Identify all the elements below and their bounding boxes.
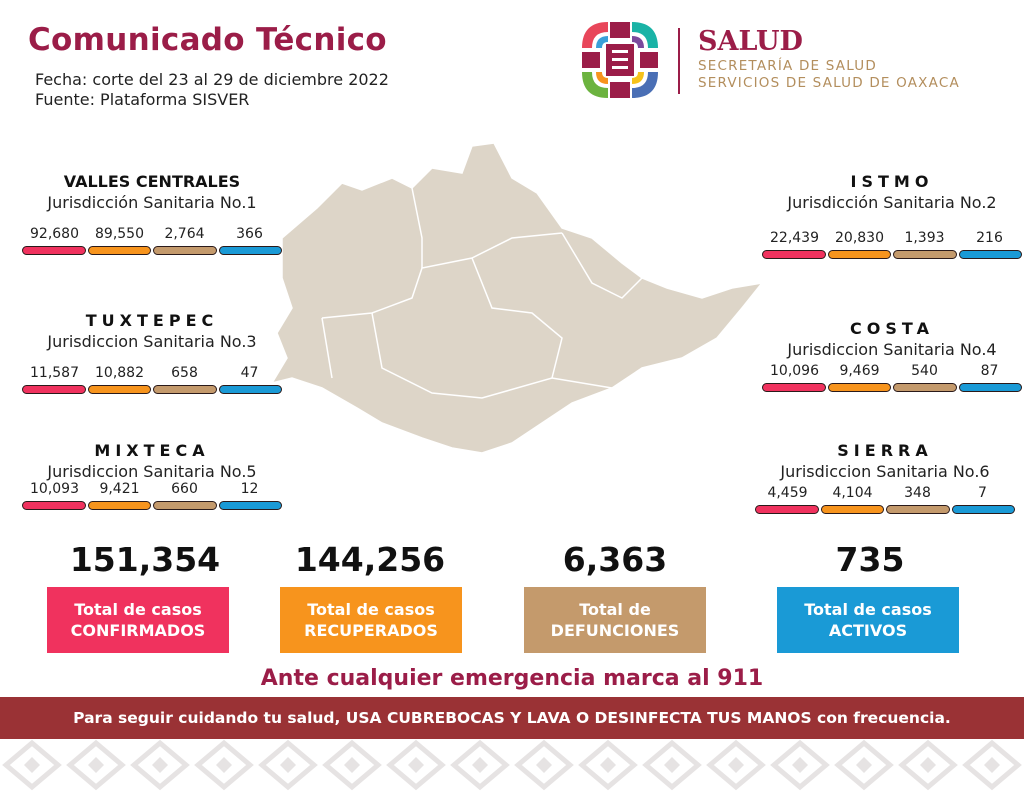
value-confirmados: 11,587: [30, 365, 79, 381]
health-message-banner: Para seguir cuidando tu salud, USA CUBRE…: [0, 697, 1024, 739]
total-label-line2: DEFUNCIONES: [550, 621, 680, 640]
region-costa: COSTA Jurisdiccion Sanitaria No.4 10,096…: [762, 319, 1022, 392]
region-name: SIERRA: [837, 441, 933, 460]
emergency-message: Ante cualquier emergencia marca al 911: [260, 666, 764, 691]
bar-recuperados: [827, 250, 891, 259]
bar-defunciones: [886, 505, 950, 514]
total-label-line1: Total de casos: [804, 600, 932, 619]
region-jurisdiccion: Jurisdiccion Sanitaria No.6: [780, 462, 990, 481]
region-valles-centrales: VALLES CENTRALES Jurisdicción Sanitaria …: [22, 172, 282, 255]
salud-oaxaca-logo-icon: [582, 22, 658, 98]
value-recuperados: 20,830: [835, 230, 884, 246]
value-defunciones: 658: [171, 365, 198, 381]
value-confirmados: 92,680: [30, 226, 79, 242]
bar-activos: [218, 501, 282, 510]
value-defunciones: 2,764: [164, 226, 205, 242]
value-recuperados: 9,469: [839, 363, 880, 379]
total-label-line2: RECUPERADOS: [304, 621, 438, 640]
value-activos: 366: [236, 226, 263, 242]
value-recuperados: 89,550: [95, 226, 144, 242]
value-defunciones: 348: [904, 485, 931, 501]
value-activos: 87: [980, 363, 999, 379]
total-recuperados-box: Total de casos RECUPERADOS: [280, 587, 462, 653]
bar-recuperados: [87, 246, 151, 255]
source: Fuente: Plataforma SISVER: [35, 90, 250, 109]
total-recuperados-value: 144,256: [294, 540, 446, 579]
value-defunciones: 540: [911, 363, 938, 379]
logo-divider: [678, 28, 680, 94]
total-defunciones-box: Total de DEFUNCIONES: [524, 587, 706, 653]
bar-confirmados: [762, 250, 826, 259]
total-defunciones-value: 6,363: [562, 540, 668, 579]
date-range: Fecha: corte del 23 al 29 de diciembre 2…: [35, 70, 389, 89]
value-activos: 47: [240, 365, 259, 381]
total-label-line1: Total de casos: [307, 600, 435, 619]
total-confirmados-value: 151,354: [69, 540, 221, 579]
value-recuperados: 9,421: [99, 481, 140, 497]
bar-defunciones: [153, 501, 217, 510]
bar-defunciones: [893, 250, 957, 259]
value-recuperados: 4,104: [832, 485, 873, 501]
map-region-borders: [321, 187, 643, 399]
total-label-line1: Total de: [579, 600, 651, 619]
value-confirmados: 22,439: [770, 230, 819, 246]
total-label-line1: Total de casos: [74, 600, 202, 619]
bar-confirmados: [22, 385, 86, 394]
bar-defunciones: [153, 385, 217, 394]
decorative-pattern: [0, 739, 1024, 791]
bar-activos: [951, 505, 1015, 514]
value-confirmados: 10,093: [30, 481, 79, 497]
logo-secretaria: SECRETARÍA DE SALUD: [698, 58, 877, 74]
bar-activos: [218, 385, 282, 394]
region-name: ISTMO: [850, 172, 934, 191]
bar-defunciones: [153, 246, 217, 255]
region-jurisdiccion: Jurisdiccion Sanitaria No.3: [47, 332, 257, 351]
value-defunciones: 660: [171, 481, 198, 497]
region-name: TUXTEPEC: [85, 311, 219, 330]
total-activos-value: 735: [835, 540, 905, 579]
region-name: VALLES CENTRALES: [63, 172, 241, 191]
logo-servicios: SERVICIOS DE SALUD DE OAXACA: [698, 75, 960, 91]
value-confirmados: 10,096: [770, 363, 819, 379]
bar-confirmados: [762, 383, 826, 392]
bar-activos: [958, 383, 1022, 392]
bar-recuperados: [820, 505, 884, 514]
value-recuperados: 10,882: [95, 365, 144, 381]
region-sierra: SIERRA Jurisdiccion Sanitaria No.6 4,459…: [755, 441, 1015, 514]
bar-confirmados: [755, 505, 819, 514]
bar-activos: [958, 250, 1022, 259]
value-activos: 12: [240, 481, 259, 497]
bar-defunciones: [893, 383, 957, 392]
total-confirmados-box: Total de casos CONFIRMADOS: [47, 587, 229, 653]
value-defunciones: 1,393: [904, 230, 945, 246]
page-title: Comunicado Técnico: [28, 22, 387, 58]
value-activos: 7: [978, 485, 987, 501]
value-confirmados: 4,459: [767, 485, 808, 501]
region-jurisdiccion: Jurisdicción Sanitaria No.1: [47, 193, 257, 212]
bar-confirmados: [22, 246, 86, 255]
map-outline: [270, 142, 764, 454]
region-name: COSTA: [850, 319, 934, 338]
total-label-line2: ACTIVOS: [828, 621, 908, 640]
value-activos: 216: [976, 230, 1003, 246]
total-label-line2: CONFIRMADOS: [70, 621, 206, 640]
bar-recuperados: [87, 385, 151, 394]
bar-activos: [218, 246, 282, 255]
region-jurisdiccion: Jurisdiccion Sanitaria No.4: [787, 340, 997, 359]
region-jurisdiccion: Jurisdicción Sanitaria No.2: [787, 193, 997, 212]
bar-recuperados: [827, 383, 891, 392]
region-mixteca: MIXTECA Jurisdiccion Sanitaria No.5 10,0…: [22, 441, 282, 510]
logo-salud: SALUD: [698, 26, 803, 57]
oaxaca-map: [270, 142, 764, 454]
region-istmo: ISTMO Jurisdicción Sanitaria No.2 22,439…: [762, 172, 1022, 259]
region-tuxtepec: TUXTEPEC Jurisdiccion Sanitaria No.3 11,…: [22, 311, 282, 394]
bar-confirmados: [22, 501, 86, 510]
region-name: MIXTECA: [94, 441, 210, 460]
total-activos-box: Total de casos ACTIVOS: [777, 587, 959, 653]
region-jurisdiccion: Jurisdiccion Sanitaria No.5: [47, 462, 257, 481]
bar-recuperados: [87, 501, 151, 510]
